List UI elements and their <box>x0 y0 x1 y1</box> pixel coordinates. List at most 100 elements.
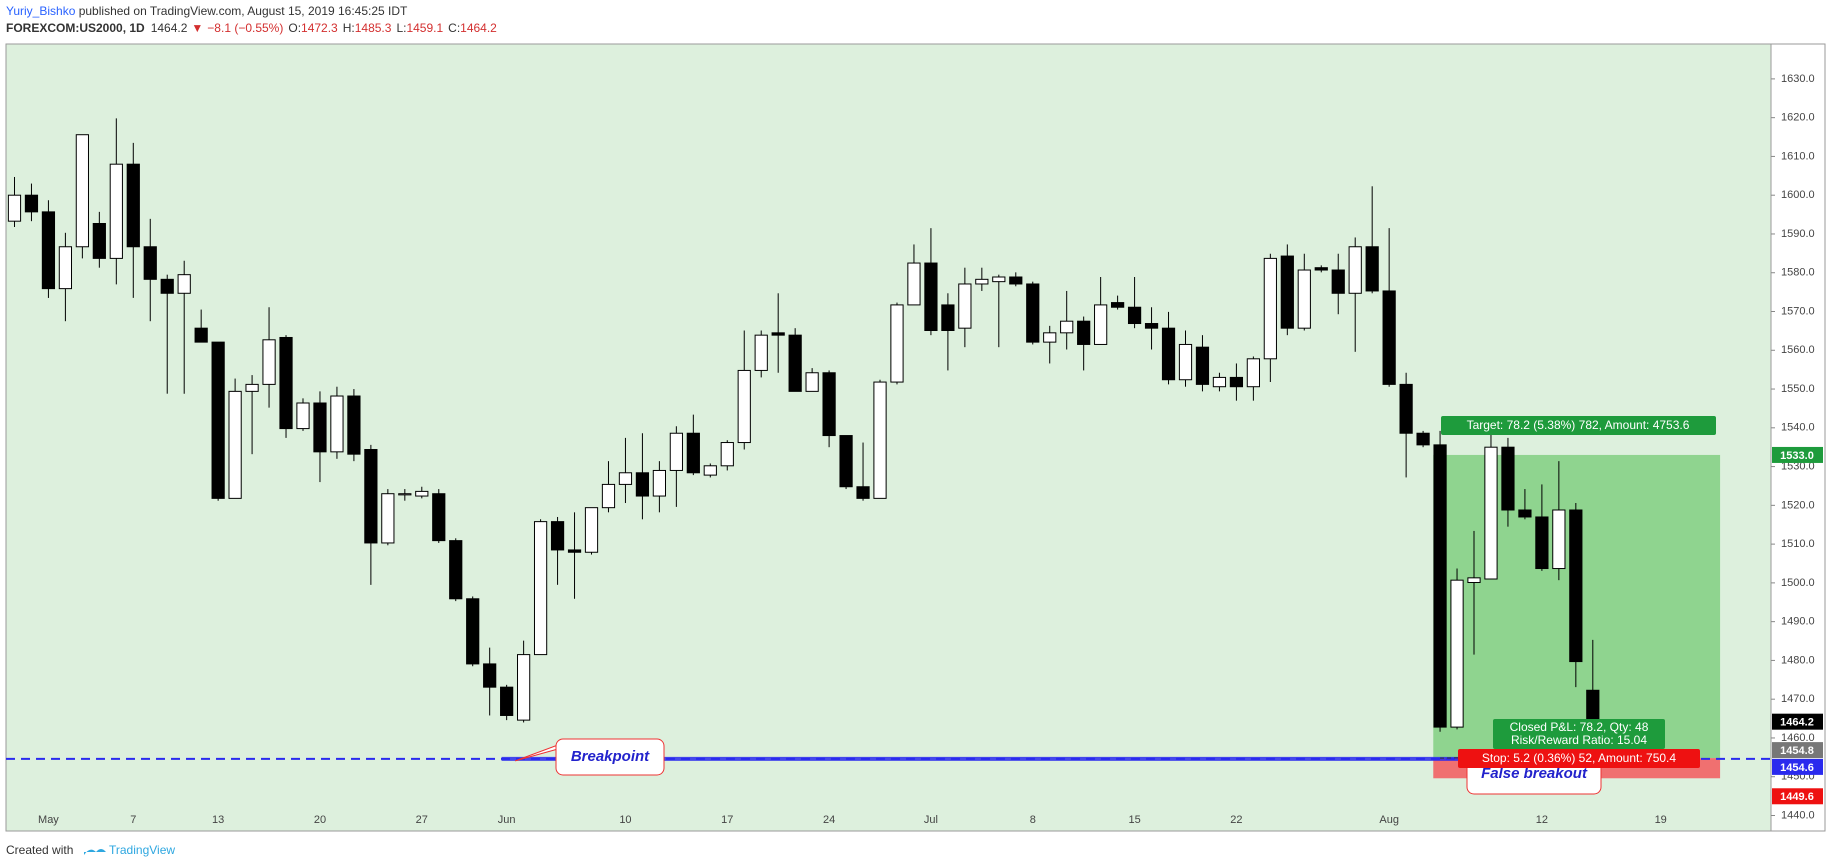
x-tick-label: 10 <box>619 814 631 826</box>
header-line: Yuriy_Bishko published on TradingView.co… <box>6 4 408 18</box>
candle-body <box>194 327 208 343</box>
candle-body <box>330 395 344 453</box>
x-tick-label: 27 <box>416 814 428 826</box>
o: 1472.3 <box>301 21 338 35</box>
y-tick-label: 1530.0 <box>1781 460 1815 472</box>
c-label: C: <box>448 21 460 35</box>
y-tick-label: 1560.0 <box>1781 344 1815 356</box>
candle-body <box>584 507 599 553</box>
candle-body <box>924 262 938 331</box>
candle-body <box>652 469 666 497</box>
target-label: Target: 78.2 (5.38%) 782, Amount: 4753.6 <box>1467 418 1690 432</box>
candle-body <box>1331 269 1345 294</box>
candle-body <box>975 278 989 285</box>
y-tick-label: 1500.0 <box>1781 577 1815 589</box>
candle-body <box>177 274 191 294</box>
candle-body <box>567 549 582 553</box>
pnl-label: Closed P&L: 78.2, Qty: 48 <box>1510 720 1649 734</box>
candle-body <box>279 336 293 430</box>
candle-body <box>992 276 1006 283</box>
y-tick-label: 1550.0 <box>1781 383 1815 395</box>
candle-body <box>839 435 853 488</box>
candle-body <box>92 222 106 259</box>
y-tick-label: 1480.0 <box>1781 654 1815 666</box>
callout-box <box>555 738 665 776</box>
candle-body <box>754 334 768 371</box>
candle-body <box>1348 246 1362 294</box>
o-label: O: <box>288 21 301 35</box>
candle-body <box>1416 432 1430 446</box>
stop-label: Stop: 5.2 (0.36%) 52, Amount: 750.4 <box>1482 751 1676 765</box>
x-tick-label: Jul <box>924 814 938 826</box>
y-tick-label: 1510.0 <box>1781 538 1815 550</box>
candle-body <box>1586 689 1600 723</box>
pnl-label-box <box>1493 719 1665 749</box>
candle-body <box>415 490 429 497</box>
last: 1464.2 <box>151 21 188 35</box>
candle-body <box>1246 358 1260 388</box>
candle-body <box>1399 383 1413 434</box>
arrow: ▼ <box>191 21 203 35</box>
x-tick-label: 17 <box>721 814 733 826</box>
candle-body <box>1212 376 1227 388</box>
candle-body <box>500 686 514 716</box>
x-tick-label: 13 <box>212 814 224 826</box>
candle-body <box>143 246 157 280</box>
candle-body <box>890 304 904 383</box>
candle-body <box>1178 343 1193 381</box>
x-tick-label: 12 <box>1536 814 1548 826</box>
y-tick-label: 1630.0 <box>1781 73 1815 85</box>
price-badge <box>1772 788 1823 805</box>
x-tick-label: 22 <box>1230 814 1242 826</box>
layer: 1440.01450.01460.01470.01480.01490.01500… <box>6 73 1823 826</box>
candle-body <box>686 432 700 474</box>
price-badge-label: 1454.6 <box>1780 762 1814 774</box>
candle-body <box>1111 302 1125 308</box>
footer-brand: TradingView <box>109 843 175 857</box>
candle-body <box>432 493 446 542</box>
candle-body <box>1280 255 1294 329</box>
x-tick-label: Jun <box>498 814 516 826</box>
candle-body <box>873 381 887 499</box>
candle-body <box>1569 509 1583 663</box>
candle-body <box>1060 320 1074 334</box>
candle-body <box>1365 246 1379 292</box>
candle-body <box>1009 276 1023 285</box>
y-tick-label: 1600.0 <box>1781 189 1815 201</box>
price-badge-label: 1533.0 <box>1780 450 1814 462</box>
c: 1464.2 <box>460 21 497 35</box>
candle-body <box>771 332 785 336</box>
price-axis <box>1770 43 1826 832</box>
x-tick-label: 15 <box>1128 814 1140 826</box>
price-badge-label: 1454.8 <box>1780 745 1814 757</box>
candle-body <box>7 194 22 222</box>
candle-body <box>58 246 73 290</box>
callout-text: Breakpoint <box>571 748 650 765</box>
candle-body <box>1263 257 1277 360</box>
y-tick-label: 1460.0 <box>1781 732 1815 744</box>
change: −8.1 (−0.55%) <box>207 21 283 35</box>
h-label: H: <box>343 21 355 35</box>
price-badge <box>1772 446 1823 463</box>
h: 1485.3 <box>355 21 392 35</box>
candle-body <box>381 493 395 544</box>
candle-body <box>1518 509 1532 518</box>
y-tick-label: 1540.0 <box>1781 422 1815 434</box>
price-badge <box>1772 758 1823 775</box>
candle-body <box>24 194 39 213</box>
x-tick-label: 8 <box>1030 814 1036 826</box>
candle-body <box>228 390 242 499</box>
candle-body <box>618 472 633 485</box>
candle-body <box>737 369 751 444</box>
candle-body <box>1161 327 1176 381</box>
candle-body <box>296 402 310 430</box>
candle-body <box>788 334 802 392</box>
y-tick-label: 1440.0 <box>1781 809 1815 821</box>
candle-body <box>635 472 650 497</box>
candle-body <box>1484 446 1498 580</box>
candle-body <box>1229 376 1244 388</box>
candle-body <box>41 211 56 290</box>
candle-body <box>533 521 548 656</box>
price-badge-label: 1449.6 <box>1780 791 1814 803</box>
